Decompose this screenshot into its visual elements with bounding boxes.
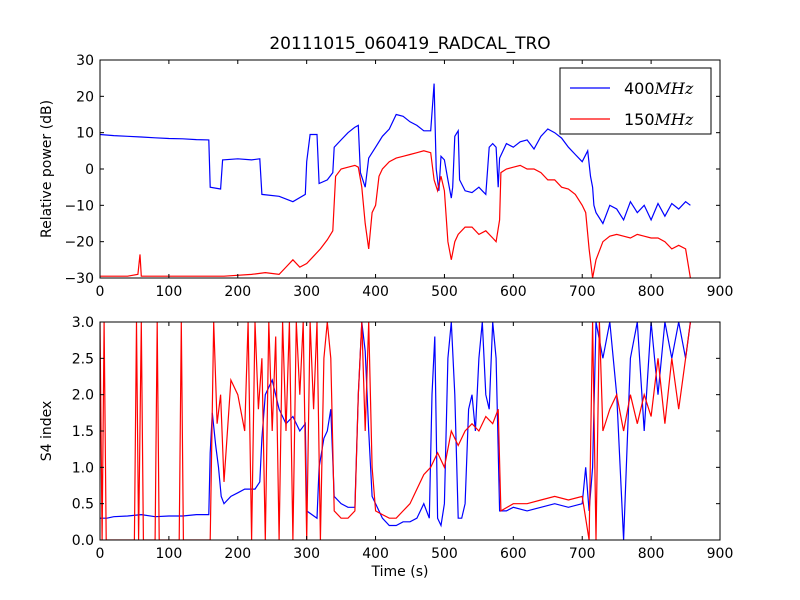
x-tick-label: 300: [293, 546, 320, 562]
series-line-400mhz: [100, 322, 691, 540]
plot-frame: [99, 321, 721, 541]
y-tick-label: 0.0: [72, 533, 94, 549]
y-tick-label: 0: [85, 162, 94, 178]
y-tick-label: 3.0: [72, 315, 94, 331]
legend-label-number: 400: [624, 79, 655, 98]
y-tick-label: 10: [76, 126, 94, 142]
series-line-150mhz: [100, 150, 691, 278]
top-panel: 0 100 200 300 400 500 600 700 800 9003020100−10−2…: [39, 53, 733, 300]
legend-box: [559, 67, 712, 135]
x-tick-label: 700: [569, 284, 596, 300]
legend-label: 400MHz: [624, 79, 694, 98]
y-tick-label: 2.5: [72, 351, 94, 367]
x-tick-label: 900: [707, 546, 734, 562]
x-tick-label: 200: [224, 284, 251, 300]
y-tick-label: 20: [76, 89, 94, 105]
legend-label-number: 150: [624, 110, 655, 129]
x-axis-label: Time (s): [371, 564, 429, 580]
y-tick-label: 30: [76, 53, 94, 69]
x-tick-label: 500: [431, 284, 458, 300]
x-tick-label: 600: [500, 546, 527, 562]
y-tick-label: 1.0: [72, 460, 94, 476]
series-line-400mhz: [100, 83, 691, 225]
y-tick-label: 1.5: [72, 424, 94, 440]
x-tick-label: 700: [569, 546, 596, 562]
bottom-panel: 0 100 200 300 400 500 600 700 800 900 3.0 2.5 2.0 1.5…: [39, 315, 733, 580]
y-tick-label: −10: [64, 198, 94, 214]
series-line-150mhz: [100, 322, 691, 540]
legend-label-unit: MHz: [654, 79, 694, 98]
y-tick-label: −30: [64, 271, 94, 287]
x-tick-label: 400: [362, 284, 389, 300]
chart-title: 20111015_060419_RADCAL_TRO: [269, 34, 550, 54]
x-tick-label: 900: [707, 284, 734, 300]
y-axis-label: S4 index: [39, 401, 55, 462]
y-tick-label: −20: [64, 235, 94, 251]
x-tick-label: 100: [156, 284, 183, 300]
legend-label-unit: MHz: [654, 110, 694, 129]
y-tick-label: 2.0: [72, 388, 94, 404]
x-tick-label: 800: [638, 546, 665, 562]
x-tick-label: 500: [431, 546, 458, 562]
x-tick-label: 100: [156, 546, 183, 562]
x-tick-label: 400: [362, 546, 389, 562]
y-tick-label: 0.5: [72, 497, 94, 513]
legend-label: 150MHz: [624, 110, 694, 129]
y-axis-label: Relative power (dB): [39, 100, 55, 238]
x-tick-label: 200: [224, 546, 251, 562]
x-tick-label: 0: [96, 546, 105, 562]
x-tick-label: 800: [638, 284, 665, 300]
x-tick-label: 600: [500, 284, 527, 300]
x-tick-label: 0: [96, 284, 105, 300]
x-tick-label: 300: [293, 284, 320, 300]
